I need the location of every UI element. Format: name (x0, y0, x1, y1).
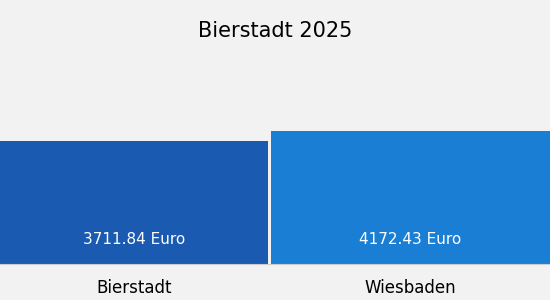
Text: Wiesbaden: Wiesbaden (365, 279, 456, 297)
Text: 3711.84 Euro: 3711.84 Euro (83, 232, 185, 247)
FancyBboxPatch shape (0, 141, 268, 264)
Text: 4172.43 Euro: 4172.43 Euro (360, 232, 461, 247)
Text: Bierstadt 2025: Bierstadt 2025 (198, 20, 352, 40)
FancyBboxPatch shape (271, 130, 550, 264)
Text: Bierstadt: Bierstadt (96, 279, 172, 297)
